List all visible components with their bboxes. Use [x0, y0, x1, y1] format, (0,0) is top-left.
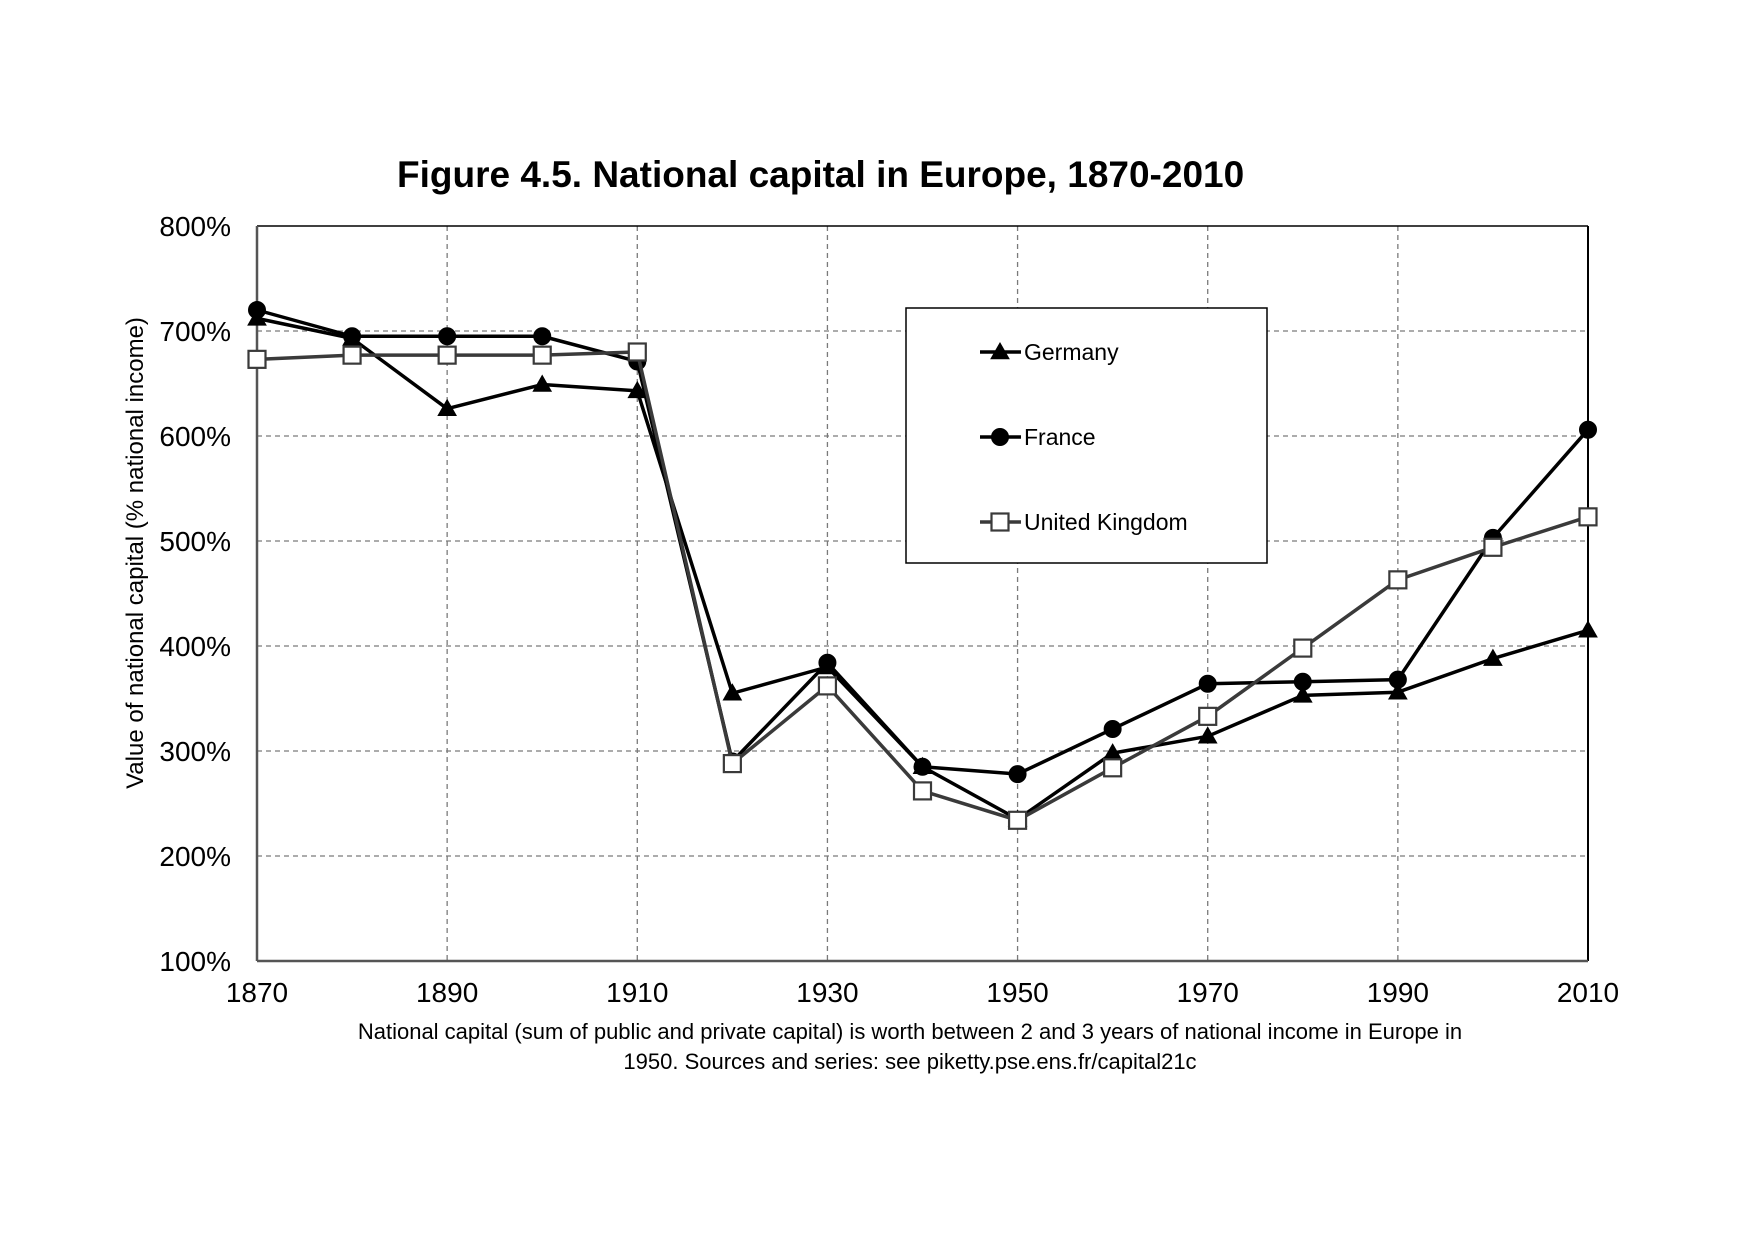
legend: Germany France United Kingdom	[905, 307, 1268, 564]
data-point-germany	[627, 380, 648, 399]
legend-label-united-kingdom: United Kingdom	[1024, 509, 1188, 535]
chart-title: Figure 4.5. National capital in Europe, …	[397, 154, 1245, 195]
data-point-united-kingdom	[1007, 810, 1028, 830]
legend-box	[905, 307, 1268, 564]
data-point-france	[1008, 765, 1027, 784]
data-point-united-kingdom	[247, 349, 267, 369]
data-point-united-kingdom	[532, 345, 552, 365]
x-tick-label: 1950	[986, 977, 1048, 1008]
x-tick-label: 2010	[1557, 977, 1619, 1008]
data-point-united-kingdom	[1103, 758, 1123, 778]
data-point-france	[1198, 674, 1217, 693]
data-point-germany	[1578, 620, 1598, 638]
caption-line-1: National capital (sum of public and priv…	[357, 1019, 1463, 1044]
data-point-france	[343, 327, 362, 346]
y-tick-label: 200%	[159, 841, 231, 872]
data-point-france	[913, 757, 932, 776]
data-point-france	[818, 653, 837, 672]
data-point-germany	[1483, 648, 1503, 666]
data-point-germany	[532, 374, 553, 392]
data-point-united-kingdom	[342, 345, 362, 365]
data-point-united-kingdom	[437, 345, 457, 365]
caption-line-2: 1950. Sources and series: see piketty.ps…	[623, 1049, 1197, 1074]
x-tick-label: 1870	[226, 977, 288, 1008]
y-tick-label: 600%	[159, 421, 231, 452]
data-point-france	[1103, 719, 1122, 738]
data-point-france	[533, 327, 552, 346]
data-point-united-kingdom	[1293, 638, 1313, 658]
chart-caption: National capital (sum of public and priv…	[290, 1017, 1530, 1077]
data-point-france	[1388, 670, 1407, 689]
y-tick-label: 400%	[159, 631, 231, 662]
legend-marker-united-kingdom	[990, 512, 1010, 532]
data-point-france	[438, 327, 457, 346]
data-point-united-kingdom	[817, 676, 838, 696]
data-point-united-kingdom	[912, 781, 933, 801]
data-point-france	[1579, 420, 1597, 439]
data-point-united-kingdom	[722, 753, 742, 774]
data-point-united-kingdom	[1198, 706, 1218, 726]
legend-label-germany: Germany	[1024, 339, 1119, 365]
y-tick-label: 300%	[159, 736, 231, 767]
y-axis-label: Value of national capital (% national in…	[122, 317, 149, 789]
series-united-kingdom	[247, 342, 1598, 830]
legend-marker-france	[991, 428, 1009, 446]
data-point-united-kingdom	[1578, 507, 1598, 527]
x-tick-label: 1970	[1177, 977, 1239, 1008]
x-tick-label: 1890	[416, 977, 478, 1008]
data-point-united-kingdom	[1388, 570, 1408, 590]
data-point-france	[248, 301, 266, 319]
y-tick-label: 100%	[159, 946, 231, 977]
data-point-united-kingdom	[627, 342, 647, 362]
data-point-germany	[1197, 726, 1218, 744]
legend-label-france: France	[1024, 424, 1096, 450]
data-point-germany	[1387, 682, 1408, 700]
data-point-germany	[722, 683, 743, 701]
data-point-france	[1293, 672, 1312, 691]
x-tick-label: 1990	[1367, 977, 1429, 1008]
x-tick-label: 1910	[606, 977, 668, 1008]
y-tick-label: 800%	[159, 211, 231, 242]
y-tick-label: 500%	[159, 526, 231, 557]
legend-marker-germany	[990, 341, 1010, 360]
y-tick-label: 700%	[159, 316, 231, 347]
x-tick-label: 1930	[796, 977, 858, 1008]
data-point-germany	[437, 398, 458, 416]
data-point-germany	[1292, 685, 1313, 703]
data-point-united-kingdom	[1483, 537, 1503, 557]
